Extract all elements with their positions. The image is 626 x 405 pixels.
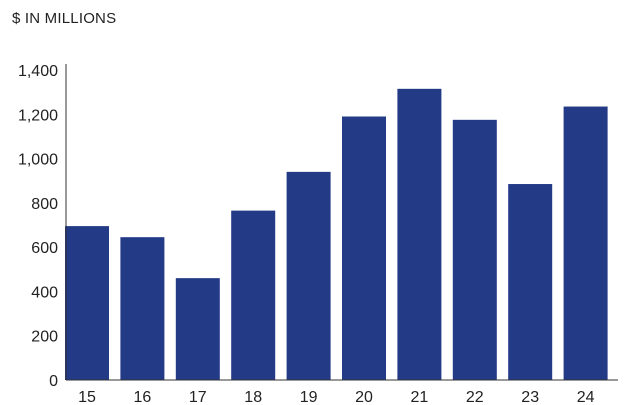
x-tick-label: 23: [521, 389, 539, 405]
y-tick-label: 1,200: [18, 107, 58, 124]
bar-23: [508, 184, 553, 380]
x-tick-label: 24: [577, 389, 595, 405]
y-tick-label: 1,000: [18, 152, 58, 169]
x-tick-label: 19: [300, 389, 318, 405]
x-tick-label: 21: [411, 389, 429, 405]
bar-20: [342, 116, 386, 380]
x-tick-label: 16: [134, 389, 152, 405]
y-tick-label: 800: [31, 196, 58, 213]
bar-18: [231, 210, 276, 380]
bar-17: [175, 278, 220, 380]
x-tick-label: 15: [78, 389, 96, 405]
x-tick-label: 17: [189, 389, 207, 405]
y-tick-label: 200: [31, 329, 58, 346]
y-tick-label: 0: [49, 373, 58, 390]
y-tick-label: 1,400: [18, 63, 58, 80]
bar-15: [65, 226, 109, 380]
bars: [65, 88, 608, 381]
x-tick-label: 22: [466, 389, 484, 405]
x-tick-label: 18: [244, 389, 262, 405]
bar-16: [120, 237, 165, 380]
x-axis-ticks: 15 16 17 18 19 20 21 22 23 24: [78, 389, 594, 405]
bar-24: [563, 106, 608, 381]
bar-22: [452, 119, 497, 381]
y-tick-label: 600: [31, 240, 58, 257]
chart-unit-label: $ IN MILLIONS: [12, 10, 117, 27]
bar-21: [397, 88, 442, 381]
bar-19: [286, 171, 331, 380]
x-tick-label: 20: [355, 389, 373, 405]
y-tick-label: 400: [31, 284, 58, 301]
y-axis-ticks: 0 200 400 600 800 1,000 1,200 1,400: [18, 63, 58, 390]
